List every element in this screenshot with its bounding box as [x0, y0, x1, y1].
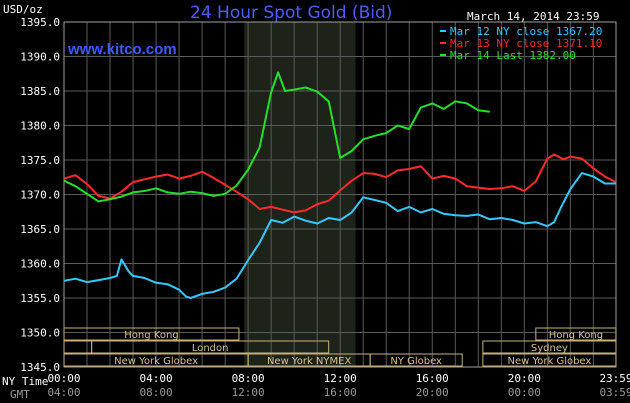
y-tick-label: 1385.0 — [20, 85, 60, 98]
session-label: NY Globex — [390, 356, 442, 367]
frame-layer — [63, 21, 617, 368]
session-label: New York Globex — [507, 356, 591, 367]
brand-link[interactable]: www.kitco.com — [67, 41, 177, 58]
y-tick-label: 1370.0 — [20, 189, 60, 202]
y-tick-label: 1365.0 — [20, 223, 60, 236]
x-tick-label-gmt: 03:59 — [599, 386, 630, 399]
session-layer: Hong Kong Hong Kong London Sydney New York G… — [63, 327, 617, 367]
tick-label-layer: 1395.0 1390.0 1385.0 1380.0 1375.0 1370.0 1365… — [20, 16, 630, 399]
session-bar — [482, 353, 617, 367]
session-label: Hong Kong — [124, 330, 178, 341]
plot-frame — [63, 21, 617, 368]
x-tick-label-gmt: 08:00 — [140, 386, 173, 399]
session-label: New York NYMEX — [267, 356, 352, 367]
x-tick-label-ny: 16:00 — [416, 372, 449, 385]
session-label: New York Globex — [114, 356, 198, 367]
series-line-2 — [63, 153, 617, 214]
series-line-1 — [63, 172, 616, 299]
chart-title: 24 Hour Spot Gold (Bid) — [190, 3, 392, 23]
session-bar — [91, 340, 330, 354]
x-tick-label-gmt: 16:00 — [324, 386, 357, 399]
legend-entry: Mar 14 Last 1382.00 — [450, 49, 576, 62]
ny-time-row-label: NY Time — [2, 375, 48, 388]
gmt-row-label: GMT — [10, 388, 30, 401]
session-label: London — [192, 343, 229, 354]
legend-entry: Mar 13 NY close 1371.10 — [450, 37, 602, 50]
session-bar — [535, 327, 617, 341]
y-tick-label: 1375.0 — [20, 154, 60, 167]
x-tick-label-ny: 04:00 — [140, 372, 173, 385]
y-tick-label: 1395.0 — [20, 16, 60, 29]
y-tick-label: 1355.0 — [20, 292, 60, 305]
x-tick-label-ny: 12:00 — [324, 372, 357, 385]
y-tick-label: 1350.0 — [20, 327, 60, 340]
session-bar — [369, 353, 463, 367]
date-label: March 14, 2014 23:59 — [467, 10, 599, 23]
y-tick-label: 1380.0 — [20, 120, 60, 133]
y-tick-label: 1345.0 — [20, 361, 60, 374]
x-tick-label-ny: 00:00 — [47, 372, 80, 385]
series-line-3 — [63, 71, 490, 203]
y-axis-unit: USD/oz — [3, 3, 43, 16]
session-bar — [63, 327, 240, 341]
x-tick-label-gmt: 20:00 — [416, 386, 449, 399]
y-tick-label: 1360.0 — [20, 258, 60, 271]
y-tick-label: 1390.0 — [20, 51, 60, 64]
session-label: Sydney — [531, 343, 568, 354]
legend-entry: Mar 12 NY close 1367.20 — [450, 25, 602, 38]
session-label: Hong Kong — [549, 330, 603, 341]
x-tick-label-gmt: 04:00 — [47, 386, 80, 399]
x-tick-label-ny: 23:59 — [599, 372, 630, 385]
series-layer — [63, 71, 617, 299]
x-tick-label-gmt: 00:00 — [508, 386, 541, 399]
x-tick-label-ny: 20:00 — [508, 372, 541, 385]
x-tick-label-ny: 08:00 — [232, 372, 265, 385]
x-tick-label-gmt: 12:00 — [232, 386, 265, 399]
session-bar — [482, 340, 617, 354]
